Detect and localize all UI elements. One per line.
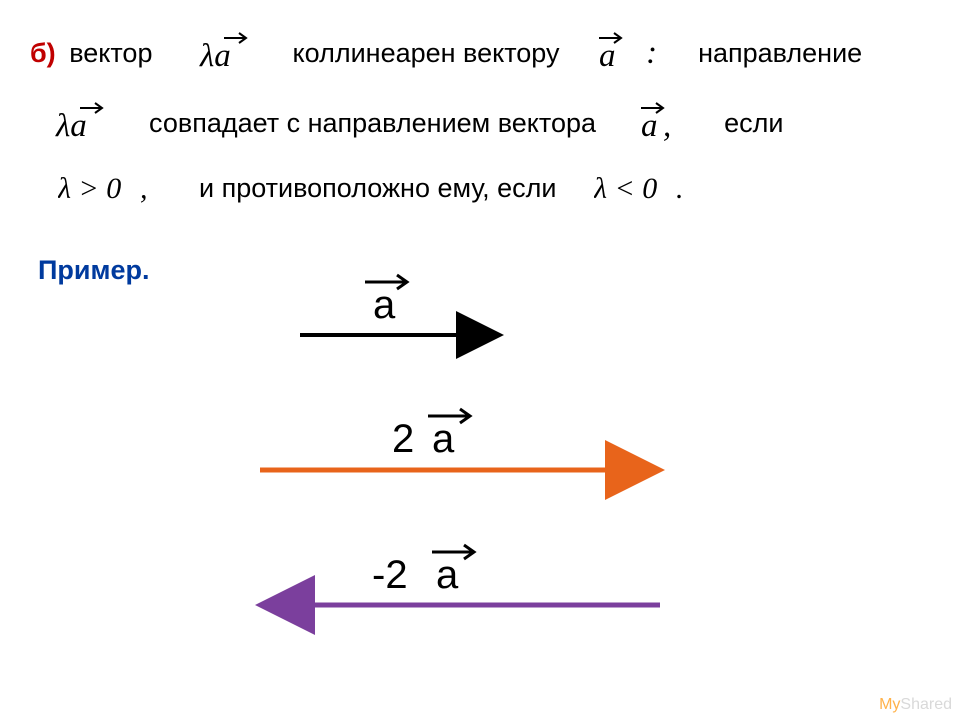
- vec-a-label: a: [355, 270, 425, 326]
- svg-text:2: 2: [392, 417, 414, 460]
- watermark-my: My: [879, 696, 900, 713]
- label-a-icon: a: [355, 270, 425, 326]
- svg-text:a: a: [373, 283, 396, 326]
- slide: б) вектор λa коллинеарен вектору a : нап…: [0, 0, 960, 720]
- vec-2a-label: 2 a: [388, 404, 488, 460]
- vector-a-arrow: [0, 0, 960, 720]
- vec-neg2a-label: -2 a: [372, 540, 492, 596]
- vector-diagram: a 2 a -2 a: [0, 0, 960, 720]
- svg-text:a: a: [436, 553, 459, 596]
- watermark: MyShared: [879, 696, 952, 714]
- watermark-shared: Shared: [900, 696, 952, 713]
- label-neg2a-icon: -2 a: [372, 540, 492, 596]
- label-2a-icon: 2 a: [388, 404, 488, 460]
- svg-text:a: a: [432, 417, 455, 460]
- svg-text:-2: -2: [372, 553, 408, 596]
